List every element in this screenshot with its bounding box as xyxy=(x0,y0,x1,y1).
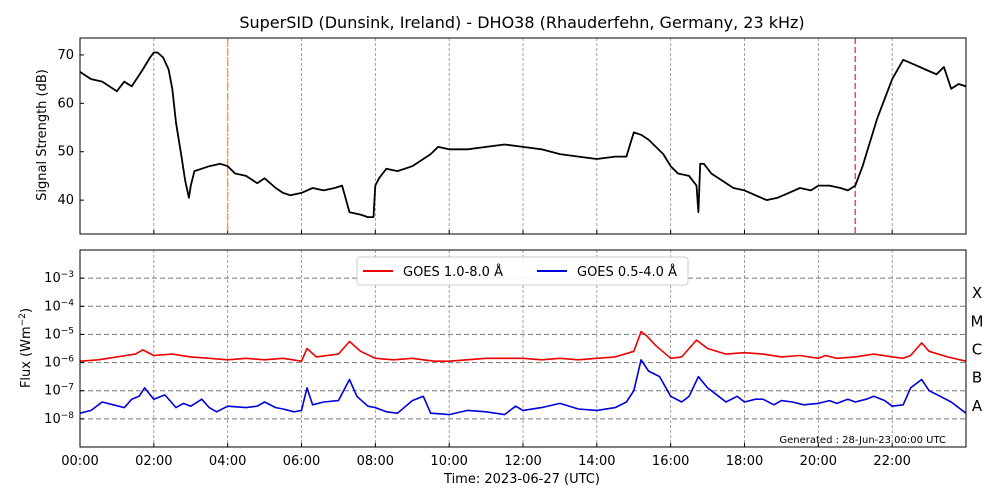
x-axis-label: Time: 2023-06-27 (UTC) xyxy=(443,472,600,487)
goes-flux-panel: 00:00 02:00 04:00 06:00 08:00 10:00 12:00 14:00… xyxy=(44,249,984,469)
flare-class-label: X xyxy=(972,284,982,302)
bottom-y-tick-label: 10−8 xyxy=(44,411,74,427)
tick-exponent: −7 xyxy=(61,383,74,393)
x-tick-label: 20:00 xyxy=(800,454,837,469)
tick-base: 10 xyxy=(44,356,61,371)
bottom-y-tick-label: 10−6 xyxy=(44,355,74,371)
legend: GOES 1.0-8.0 Å GOES 0.5-4.0 Å xyxy=(356,256,689,286)
bottom-y-tick-label: 10−7 xyxy=(44,383,74,399)
legend-entry-label: GOES 1.0-8.0 Å xyxy=(403,264,503,280)
tick-exponent: −4 xyxy=(61,298,75,308)
tick-base: 10 xyxy=(44,299,61,314)
x-tick-label: 02:00 xyxy=(135,454,172,469)
top-y-tick-label: 40 xyxy=(57,193,74,208)
tick-base: 10 xyxy=(44,327,61,342)
legend-box xyxy=(356,256,689,286)
tick-base: 10 xyxy=(44,271,61,286)
x-tick-label: 10:00 xyxy=(430,454,467,469)
tick-exponent: −5 xyxy=(61,326,74,336)
flare-class-label: C xyxy=(972,341,982,359)
x-tick-label: 12:00 xyxy=(504,454,541,469)
bottom-y-axis-label: Flux (Wm−2) xyxy=(18,308,34,388)
ylabel-close: ) xyxy=(19,308,34,313)
bottom-panel-frame xyxy=(79,249,967,448)
chart-title: SuperSID (Dunsink, Ireland) - DHO38 (Rha… xyxy=(239,13,804,32)
x-tick-label: 14:00 xyxy=(578,454,615,469)
tick-exponent: −8 xyxy=(61,411,75,421)
tick-base: 10 xyxy=(44,384,61,399)
top-y-axis-label: Signal Strength (dB) xyxy=(35,69,50,201)
flare-class-label: M xyxy=(971,312,984,330)
tick-exponent: −6 xyxy=(61,355,75,365)
tick-exponent: −3 xyxy=(61,270,74,280)
x-tick-label: 16:00 xyxy=(652,454,689,469)
x-tick-label: 06:00 xyxy=(283,454,320,469)
signal-strength-line xyxy=(79,51,967,219)
bottom-y-tick-label: 10−5 xyxy=(44,326,74,342)
x-tick-label: 08:00 xyxy=(357,454,394,469)
x-tick-label: 04:00 xyxy=(209,454,246,469)
flare-class-label: B xyxy=(972,369,982,387)
top-y-tick-label: 70 xyxy=(57,48,74,63)
top-y-tick-label: 60 xyxy=(57,96,74,111)
goes-flux-line xyxy=(79,330,967,363)
signal-strength-panel: 40 50 60 70 xyxy=(57,37,967,235)
ylabel-base: Flux (Wm xyxy=(19,326,34,388)
tick-base: 10 xyxy=(44,412,61,427)
bottom-y-tick-label: 10−4 xyxy=(44,298,74,314)
generated-annotation: Generated : 28-Jun-23 00:00 UTC xyxy=(779,435,946,446)
bottom-y-tick-label: 10−3 xyxy=(44,270,74,286)
ylabel-sup: −2 xyxy=(18,313,28,326)
goes-flux-line xyxy=(79,358,967,416)
top-panel-frame xyxy=(79,37,967,235)
top-y-tick-label: 50 xyxy=(57,145,74,160)
x-tick-label: 18:00 xyxy=(726,454,763,469)
flare-class-label: A xyxy=(972,397,983,415)
x-tick-label: 00:00 xyxy=(61,454,98,469)
legend-entry-label: GOES 0.5-4.0 Å xyxy=(577,264,677,280)
x-tick-label: 22:00 xyxy=(873,454,910,469)
